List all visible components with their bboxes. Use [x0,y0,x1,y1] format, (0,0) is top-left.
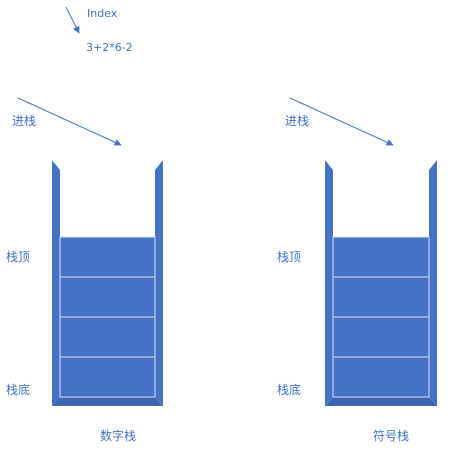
operator-stack-name: 符号栈 [373,429,410,443]
number-stack-slot [59,356,156,398]
number-stack-bottom [52,397,163,406]
right-push-arrow [289,97,394,146]
operator-stack-bottom [325,397,437,406]
left-push-label: 进栈 [12,114,37,128]
operator-stack [325,160,437,406]
left-push-arrow [17,97,122,146]
operator-stack-slot [332,356,430,398]
number-stack-slot [59,316,156,358]
expression-label: 3+2*6-2 [86,41,133,54]
number-stack-left-wall [52,160,60,406]
right-bottom-label: 栈底 [277,383,302,397]
number-stack-slots [59,236,156,398]
index-label: Index [87,7,118,20]
operator-stack-slots [332,236,430,398]
number-stack-slot [59,236,156,278]
operator-stack-slot [332,316,430,358]
number-stack [52,160,163,406]
number-stack-right-wall [155,160,163,406]
operator-stack-left-wall [325,160,333,406]
left-top-label: 栈顶 [6,250,31,264]
operator-stack-slot [332,276,430,318]
number-stack-slot [59,276,156,318]
right-top-label: 栈顶 [277,250,302,264]
index-pointer-arrow [65,6,80,34]
operator-stack-slot [332,236,430,278]
right-push-label: 进栈 [285,114,310,128]
operator-stack-right-wall [429,160,437,406]
number-stack-name: 数字栈 [100,429,137,443]
left-bottom-label: 栈底 [6,383,31,397]
